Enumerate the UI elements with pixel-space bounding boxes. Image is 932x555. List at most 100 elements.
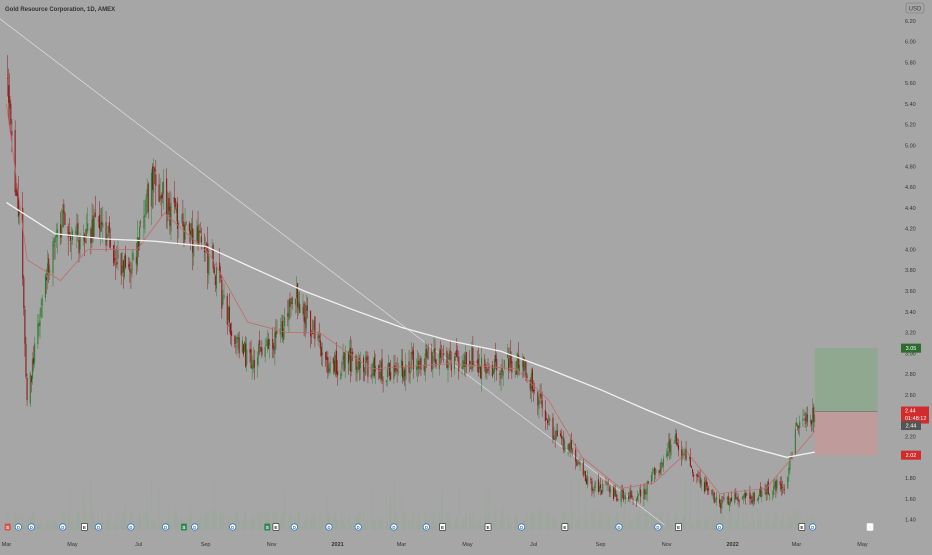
dividend-marker[interactable] bbox=[229, 523, 237, 531]
x-tick-label: 2022 bbox=[726, 542, 738, 548]
candle-body bbox=[720, 503, 722, 509]
earnings-marker[interactable] bbox=[561, 523, 569, 531]
candle-body bbox=[333, 360, 335, 372]
candle-body bbox=[780, 483, 782, 490]
candle-body bbox=[607, 482, 609, 484]
earnings-marker[interactable] bbox=[675, 523, 682, 531]
dividend-marker[interactable] bbox=[654, 523, 662, 531]
earnings-marker[interactable] bbox=[272, 523, 280, 531]
dividend-marker[interactable] bbox=[354, 523, 362, 531]
stop-loss-price-text: 2.02 bbox=[906, 453, 917, 459]
volume-bar bbox=[541, 510, 543, 530]
volume-bar bbox=[387, 524, 389, 530]
dividend-marker[interactable] bbox=[27, 523, 35, 531]
earnings-marker[interactable] bbox=[798, 523, 806, 531]
dividend-marker[interactable] bbox=[422, 523, 430, 531]
volume-bar bbox=[47, 520, 49, 530]
candle-body bbox=[64, 213, 66, 225]
candle-body bbox=[155, 174, 157, 186]
candle-body bbox=[297, 283, 299, 308]
dividend-marker[interactable] bbox=[191, 523, 199, 531]
candle-body bbox=[674, 435, 676, 442]
volume-bar bbox=[668, 508, 670, 530]
volume-bar bbox=[515, 514, 517, 530]
earnings-marker[interactable] bbox=[484, 523, 492, 531]
candle-body bbox=[713, 492, 715, 503]
volume-bar bbox=[597, 519, 599, 530]
volume-bar bbox=[302, 525, 304, 530]
candle-body bbox=[803, 414, 805, 416]
volume-bar bbox=[313, 517, 315, 530]
volume-bar bbox=[138, 517, 140, 530]
profit-zone[interactable] bbox=[814, 348, 878, 412]
volume-bar bbox=[714, 523, 716, 530]
candle-body bbox=[677, 445, 680, 451]
volume-bar bbox=[327, 515, 329, 530]
candle-body bbox=[380, 361, 382, 381]
candle-body bbox=[685, 449, 687, 460]
volume-bar bbox=[135, 517, 137, 530]
dividend-marker[interactable] bbox=[161, 523, 170, 531]
candle-body bbox=[39, 320, 41, 327]
candle-body bbox=[590, 478, 592, 480]
candle-body bbox=[356, 367, 358, 374]
candle-body bbox=[386, 368, 388, 378]
dividend-marker[interactable] bbox=[59, 523, 67, 531]
volume-bar bbox=[477, 525, 479, 530]
candle-body bbox=[417, 360, 419, 370]
position-zone-layer bbox=[814, 348, 878, 456]
candle-body bbox=[282, 328, 285, 340]
split-marker[interactable] bbox=[180, 523, 187, 531]
candle-body bbox=[389, 362, 391, 376]
volume-bar bbox=[553, 518, 555, 530]
dividend-marker[interactable] bbox=[809, 523, 817, 531]
candle-body bbox=[34, 343, 36, 363]
split-marker[interactable] bbox=[264, 523, 271, 531]
dividend-marker[interactable] bbox=[325, 523, 333, 531]
volume-bar bbox=[532, 511, 534, 530]
earnings-marker-glyph: E bbox=[274, 525, 277, 530]
dividend-marker[interactable] bbox=[390, 523, 398, 531]
candle-body bbox=[749, 491, 751, 499]
dividend-marker[interactable] bbox=[615, 523, 623, 531]
price-axis[interactable]: 6.20 6.00 5.80 5.60 5.40 5.20 5.00 4.80 4.60 4.40… bbox=[905, 19, 916, 524]
y-tick-label: 2.60 bbox=[905, 393, 916, 399]
dividend-marker[interactable] bbox=[94, 523, 103, 531]
earnings-marker[interactable] bbox=[81, 523, 88, 531]
dividend-marker[interactable] bbox=[290, 523, 298, 531]
earnings-marker-glyph: E bbox=[868, 525, 871, 530]
time-axis[interactable]: Mar May Jul Sep Nov 2021 Mar May Jul Sep Nov 2022 Ma… bbox=[2, 542, 868, 548]
candle-body bbox=[609, 488, 611, 493]
candle-body bbox=[145, 197, 147, 215]
candle-body bbox=[577, 462, 579, 464]
dividend-marker[interactable] bbox=[716, 523, 724, 531]
candle-body bbox=[743, 493, 746, 498]
volume-bar bbox=[281, 519, 283, 530]
candle-body bbox=[752, 492, 754, 506]
currency-box[interactable] bbox=[905, 2, 925, 14]
long-moving-average[interactable] bbox=[6, 202, 815, 458]
candle-body bbox=[268, 339, 270, 346]
earnings-marker[interactable] bbox=[439, 523, 446, 531]
candle-body bbox=[711, 489, 713, 495]
dividend-marker[interactable] bbox=[14, 523, 22, 531]
candle-body bbox=[517, 354, 519, 368]
volume-bar bbox=[143, 511, 145, 530]
candle-body bbox=[408, 361, 410, 373]
volume-bar bbox=[91, 509, 93, 530]
dividend-marker[interactable] bbox=[127, 523, 135, 531]
candle-body bbox=[600, 484, 602, 489]
loss-zone[interactable] bbox=[814, 411, 878, 456]
dividend-marker[interactable] bbox=[517, 523, 526, 531]
volume-bar bbox=[242, 524, 244, 530]
candle-body bbox=[328, 368, 330, 372]
candle-body bbox=[397, 370, 399, 373]
earnings-marker[interactable] bbox=[866, 523, 874, 531]
volume-bar bbox=[750, 522, 752, 530]
split-marker[interactable] bbox=[4, 523, 11, 531]
volume-bar bbox=[736, 519, 738, 530]
short-moving-average[interactable] bbox=[6, 103, 816, 495]
candle-body bbox=[453, 355, 456, 370]
candle-body bbox=[438, 351, 440, 370]
